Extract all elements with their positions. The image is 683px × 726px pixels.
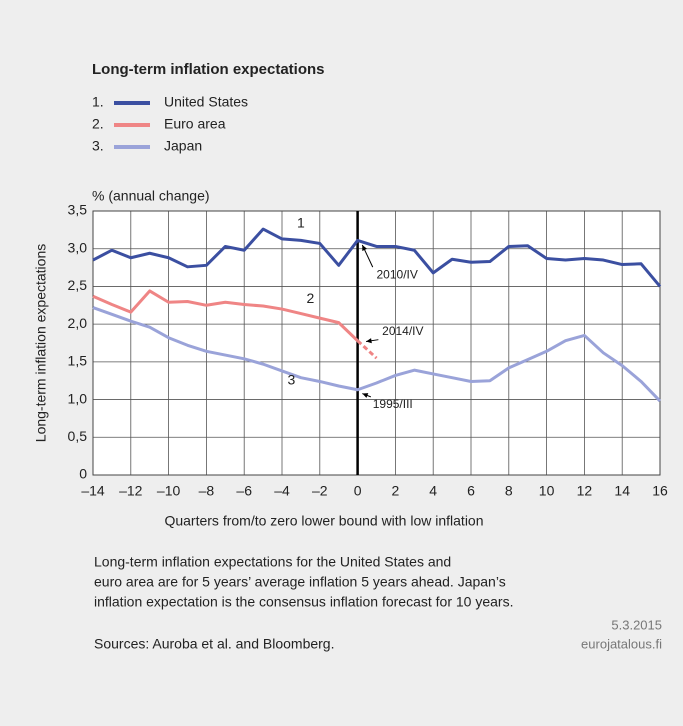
x-tick-label: 16 — [652, 483, 668, 499]
x-tick-label: –8 — [199, 483, 215, 499]
series-line — [92, 306, 662, 403]
arrow-head — [362, 244, 367, 251]
annotation: 2010/IV — [377, 267, 418, 281]
note: inflation expectation is the consensus i… — [94, 594, 513, 610]
publisher: eurojatalous.fi — [581, 636, 662, 651]
x-axis-label: Quarters from/to zero lower bound with l… — [164, 513, 483, 529]
legend-label: United States — [164, 94, 248, 110]
chart-title: Long-term inflation expectations — [92, 61, 325, 78]
x-tick-label: –2 — [312, 483, 328, 499]
y-axis-label: Long-term inflation expectations — [33, 244, 49, 442]
y-tick-label: 3,0 — [68, 239, 88, 255]
arrow-head — [362, 393, 369, 398]
arrow-head — [366, 338, 372, 344]
y-tick-label: 0 — [79, 466, 87, 482]
series-line — [92, 289, 359, 342]
y-tick-label: 2,5 — [68, 277, 88, 293]
series-line — [356, 339, 378, 360]
y-tick-label: 3,5 — [68, 202, 88, 218]
x-tick-label: 12 — [577, 483, 593, 499]
x-tick-label: 2 — [392, 483, 400, 499]
legend-number: 3. — [92, 138, 104, 154]
note: euro area are for 5 years’ average infla… — [94, 574, 506, 590]
legend-number: 1. — [92, 94, 104, 110]
annotation: 1 — [297, 215, 305, 231]
note: Long-term inflation expectations for the… — [94, 554, 451, 570]
legend-number: 2. — [92, 116, 104, 132]
legend-label: Euro area — [164, 116, 226, 132]
x-tick-label: –10 — [157, 483, 181, 499]
x-tick-label: 14 — [614, 483, 630, 499]
unit-label: % (annual change) — [92, 188, 210, 204]
annotation: 3 — [288, 371, 296, 387]
x-tick-label: 4 — [429, 483, 437, 499]
annotation: 1995/III — [373, 397, 413, 411]
x-tick-label: 10 — [539, 483, 555, 499]
y-tick-label: 2,0 — [68, 315, 88, 331]
x-tick-label: 8 — [505, 483, 513, 499]
annotation: 2 — [306, 290, 314, 306]
x-tick-label: –12 — [119, 483, 143, 499]
plot-area — [93, 211, 660, 475]
y-tick-label: 0,5 — [68, 428, 88, 444]
plot-border — [92, 210, 661, 476]
source: Sources: Auroba et al. and Bloomberg. — [94, 636, 334, 652]
series-line — [92, 227, 662, 288]
y-tick-label: 1,0 — [68, 390, 88, 406]
x-tick-label: 6 — [467, 483, 475, 499]
y-tick-label: 1,5 — [68, 353, 88, 369]
x-tick-label: –4 — [274, 483, 290, 499]
x-tick-label: 0 — [354, 483, 362, 499]
x-tick-label: –6 — [236, 483, 252, 499]
annotation: 2014/IV — [382, 324, 423, 338]
date: 5.3.2015 — [611, 617, 662, 632]
legend-label: Japan — [164, 138, 202, 154]
x-tick-label: –14 — [81, 483, 105, 499]
